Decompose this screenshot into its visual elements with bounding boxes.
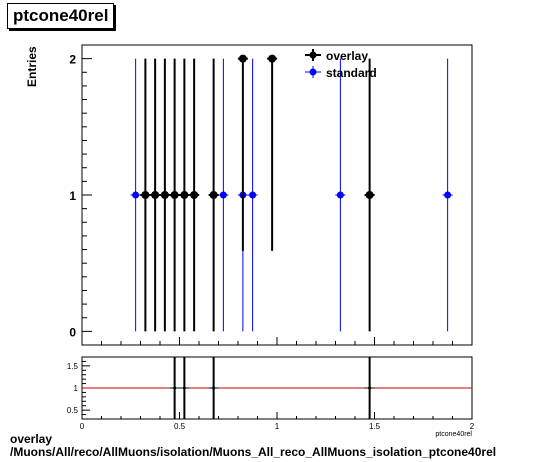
ratio-y-tick-label: 1 (74, 384, 79, 393)
main-y-axis: 0 1 2 (69, 44, 92, 346)
main-y-tick-label: 0 (69, 325, 76, 339)
legend-marker (309, 51, 317, 59)
point-overlay (170, 191, 179, 199)
point-overlay (180, 191, 189, 199)
caption-line-1: overlay (10, 432, 53, 446)
ratio-x-tick-label: 0.5 (174, 422, 186, 431)
ratio-y-tick-label: 1.5 (67, 362, 79, 371)
ratio-y-tick-label: 0.5 (67, 406, 79, 415)
point-standard (444, 191, 452, 199)
main-y-axis-label: Entries (25, 46, 39, 87)
main-plot-panel: 0 1 2 Entries overlay standard (25, 44, 473, 346)
legend: overlay standard (305, 49, 377, 80)
ratio-point (173, 386, 177, 390)
caption-line-2: /Muons/All/reco/AllMuons/isolation/Muons… (10, 445, 497, 459)
ratio-x-tick-label: 1 (275, 422, 280, 431)
point-overlay (190, 191, 199, 199)
ratio-series-group (82, 357, 472, 419)
point-overlay (141, 191, 150, 199)
point-overlay (238, 54, 247, 63)
point-overlay (160, 191, 169, 199)
main-y-tick-label: 1 (69, 189, 76, 203)
legend-label: overlay (326, 49, 368, 63)
ratio-plot-panel: 0.511.5 0 0.5 1 1.5 2 ptcone40rel (67, 356, 475, 438)
point-standard (249, 191, 257, 199)
point-standard (132, 191, 140, 199)
point-standard (219, 191, 227, 199)
ratio-x-tick-label: 1.5 (369, 422, 381, 431)
point-standard (336, 191, 344, 199)
main-series-group (130, 54, 453, 332)
series-overlay (140, 54, 375, 332)
histogram-title: ptcone40rel (7, 3, 115, 29)
legend-entry-overlay: overlay (305, 49, 368, 63)
main-y-tick-label: 2 (69, 53, 76, 67)
legend-marker (309, 68, 317, 76)
ratio-point (182, 386, 186, 390)
point-overlay (209, 191, 218, 199)
ratio-x-tick-label: 2 (470, 422, 475, 431)
ratio-x-tick-label: 0 (80, 422, 85, 431)
main-x-axis (81, 337, 473, 345)
legend-label: standard (326, 66, 377, 80)
ratio-point (212, 386, 216, 390)
ratio-x-axis-label: ptcone40rel (435, 431, 472, 438)
point-overlay (151, 191, 160, 199)
ratio-point (368, 386, 372, 390)
ratio-y-axis: 0.5 1 1.5 (67, 360, 90, 415)
ratio-x-axis: 0 0.5 1 1.5 2 (80, 412, 475, 431)
legend-entry-standard: standard (305, 66, 377, 80)
point-overlay (268, 54, 277, 63)
point-overlay (365, 191, 374, 199)
